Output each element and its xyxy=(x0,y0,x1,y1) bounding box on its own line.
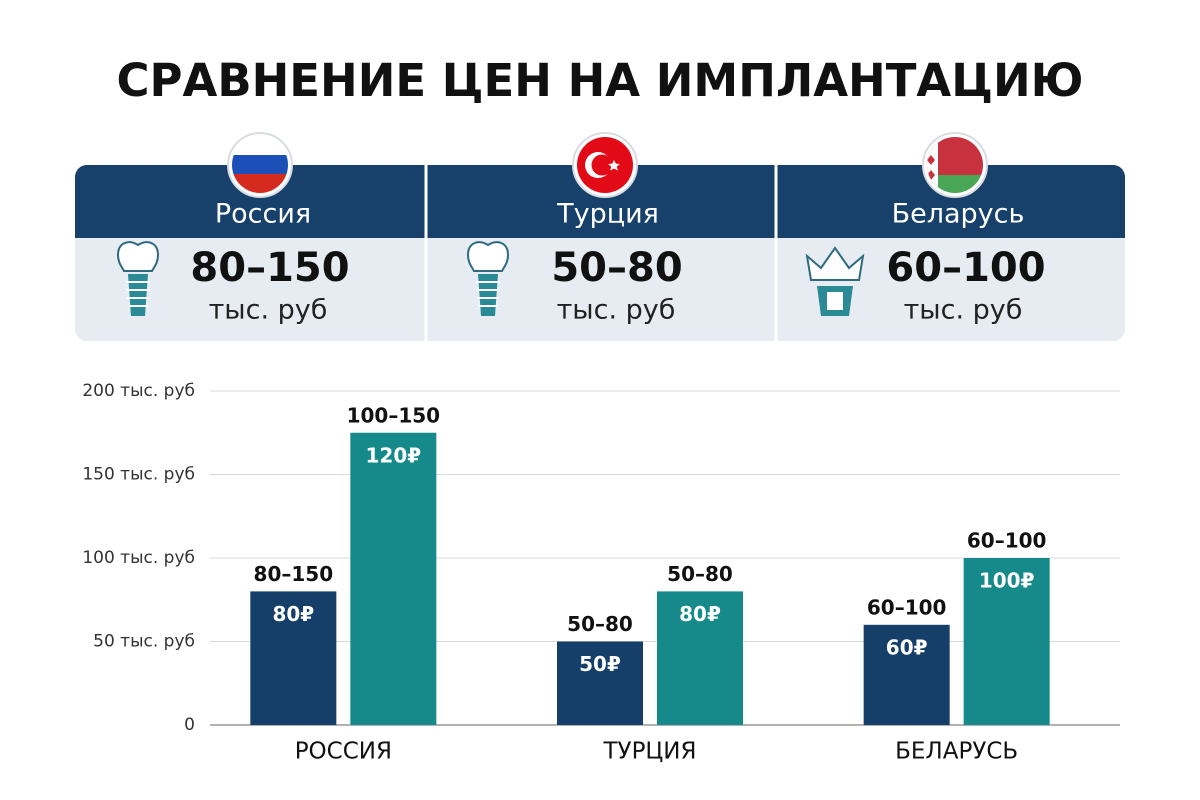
bar-top-label: 100–150 xyxy=(347,403,441,427)
title: СРАВНЕНИЕ ЦЕН НА ИМПЛАНТАЦИЮ xyxy=(117,54,1084,107)
bar-top-label: 50–80 xyxy=(567,612,633,636)
bar-inner-label: 60₽ xyxy=(886,635,928,659)
country: Беларусь xyxy=(892,199,1025,230)
bar-inner-label: 120₽ xyxy=(365,443,421,467)
bar-chart: 0 50 тыс. руб 100 тыс. руб 150 тыс. руб 200 … xyxy=(82,381,1120,765)
implant-icon xyxy=(116,241,160,316)
crown-icon xyxy=(805,246,865,316)
y-tick-label: 50 тыс. руб xyxy=(93,632,195,652)
price-range: 60–100 xyxy=(886,245,1045,291)
price-unit: тыс. руб xyxy=(557,295,676,326)
implant-icon xyxy=(466,241,510,316)
y-tick-label: 100 тыс. руб xyxy=(82,548,195,568)
bar xyxy=(963,558,1050,725)
y-tick-label: 200 тыс. руб xyxy=(82,381,195,401)
country: Турция xyxy=(556,199,659,230)
price-unit: тыс. руб xyxy=(209,295,328,326)
country: Россия xyxy=(215,199,311,230)
bar-top-label: 60–100 xyxy=(967,529,1047,553)
bar-top-label: 60–100 xyxy=(867,595,947,619)
x-tick-label: РОССИЯ xyxy=(295,739,392,765)
bar-inner-label: 80₽ xyxy=(679,602,721,626)
flag-turkey xyxy=(572,132,638,198)
bar xyxy=(657,591,743,725)
x-tick-label: БЕЛАРУСЬ xyxy=(895,739,1018,765)
bar-inner-label: 100₽ xyxy=(979,569,1035,593)
price-range: 50–80 xyxy=(551,245,682,291)
flag-belarus xyxy=(922,132,988,198)
bar xyxy=(557,641,643,725)
y-tick-label: 150 тыс. руб xyxy=(82,465,195,485)
cards: Россия Турция Беларусь 80–150 тыс. руб 5… xyxy=(75,132,1125,341)
flag-russia xyxy=(227,132,293,198)
price-range: 80–150 xyxy=(190,245,349,291)
y-tick-label: 0 xyxy=(184,715,195,735)
bar-inner-label: 80₽ xyxy=(272,602,314,626)
bar-top-label: 80–150 xyxy=(254,562,334,586)
bar xyxy=(250,591,337,725)
price-unit: тыс. руб xyxy=(904,295,1023,326)
bar xyxy=(350,432,437,725)
bar-top-label: 50–80 xyxy=(667,562,733,586)
x-tick-label: ТУРЦИЯ xyxy=(603,739,697,765)
bar xyxy=(863,624,950,725)
card-header xyxy=(75,165,1125,238)
bar-inner-label: 50₽ xyxy=(579,652,621,676)
